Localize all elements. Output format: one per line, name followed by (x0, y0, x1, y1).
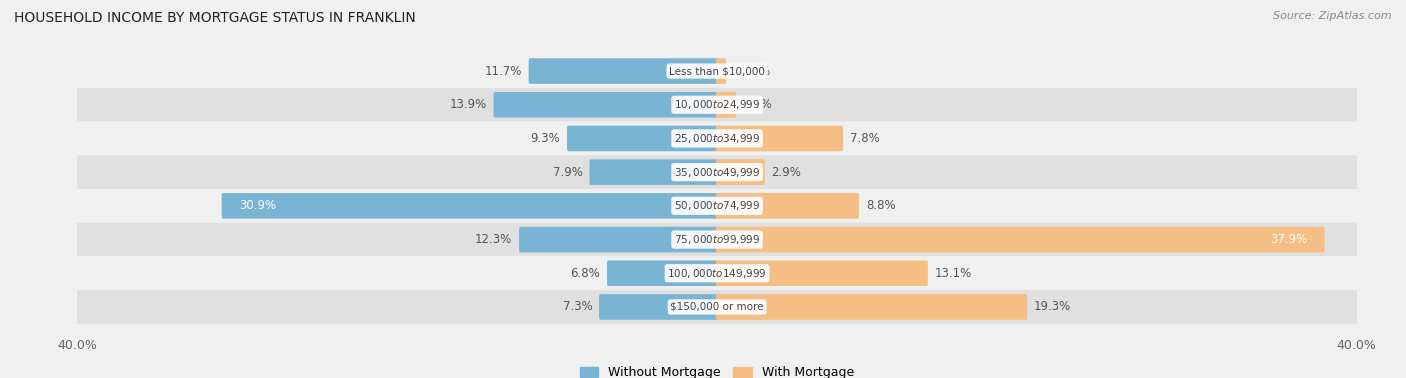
Text: $25,000 to $34,999: $25,000 to $34,999 (673, 132, 761, 145)
FancyBboxPatch shape (45, 122, 1389, 155)
Text: $150,000 or more: $150,000 or more (671, 302, 763, 312)
Legend: Without Mortgage, With Mortgage: Without Mortgage, With Mortgage (575, 361, 859, 378)
FancyBboxPatch shape (45, 189, 1389, 223)
Text: 13.9%: 13.9% (450, 98, 486, 111)
FancyBboxPatch shape (45, 88, 1389, 122)
FancyBboxPatch shape (529, 58, 718, 84)
FancyBboxPatch shape (716, 193, 859, 218)
Text: HOUSEHOLD INCOME BY MORTGAGE STATUS IN FRANKLIN: HOUSEHOLD INCOME BY MORTGAGE STATUS IN F… (14, 11, 416, 25)
FancyBboxPatch shape (45, 223, 1389, 256)
Text: 13.1%: 13.1% (935, 267, 972, 280)
Text: 9.3%: 9.3% (530, 132, 561, 145)
Text: 19.3%: 19.3% (1033, 301, 1071, 313)
FancyBboxPatch shape (716, 227, 1324, 253)
FancyBboxPatch shape (222, 193, 718, 218)
FancyBboxPatch shape (599, 294, 718, 320)
Text: $50,000 to $74,999: $50,000 to $74,999 (673, 199, 761, 212)
Text: 7.8%: 7.8% (849, 132, 880, 145)
Text: $100,000 to $149,999: $100,000 to $149,999 (668, 267, 766, 280)
Text: 7.9%: 7.9% (553, 166, 582, 179)
FancyBboxPatch shape (45, 256, 1389, 290)
FancyBboxPatch shape (589, 160, 718, 185)
Text: 30.9%: 30.9% (239, 199, 276, 212)
Text: 2.9%: 2.9% (772, 166, 801, 179)
Text: 37.9%: 37.9% (1270, 233, 1308, 246)
Text: 11.7%: 11.7% (485, 65, 522, 77)
FancyBboxPatch shape (567, 125, 718, 151)
FancyBboxPatch shape (716, 58, 725, 84)
FancyBboxPatch shape (716, 160, 765, 185)
Text: $10,000 to $24,999: $10,000 to $24,999 (673, 98, 761, 111)
Text: 7.3%: 7.3% (562, 301, 592, 313)
Text: 1.1%: 1.1% (742, 98, 772, 111)
Text: Less than $10,000: Less than $10,000 (669, 66, 765, 76)
FancyBboxPatch shape (716, 125, 844, 151)
FancyBboxPatch shape (519, 227, 718, 253)
FancyBboxPatch shape (45, 54, 1389, 88)
FancyBboxPatch shape (494, 92, 718, 118)
FancyBboxPatch shape (716, 92, 735, 118)
Text: $75,000 to $99,999: $75,000 to $99,999 (673, 233, 761, 246)
FancyBboxPatch shape (716, 260, 928, 286)
FancyBboxPatch shape (45, 290, 1389, 324)
FancyBboxPatch shape (45, 155, 1389, 189)
FancyBboxPatch shape (716, 294, 1026, 320)
FancyBboxPatch shape (607, 260, 718, 286)
Text: 8.8%: 8.8% (866, 199, 896, 212)
Text: 12.3%: 12.3% (475, 233, 512, 246)
Text: 6.8%: 6.8% (571, 267, 600, 280)
Text: 0.49%: 0.49% (733, 65, 770, 77)
Text: Source: ZipAtlas.com: Source: ZipAtlas.com (1274, 11, 1392, 21)
Text: $35,000 to $49,999: $35,000 to $49,999 (673, 166, 761, 179)
